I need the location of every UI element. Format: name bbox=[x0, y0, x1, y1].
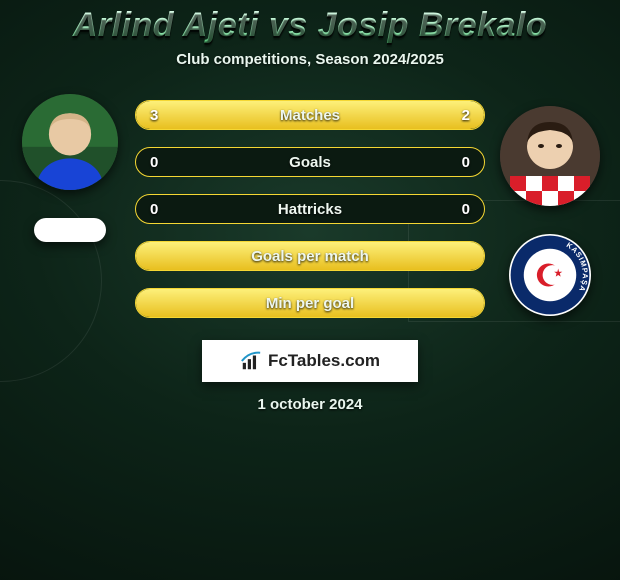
stat-value-right: 2 bbox=[454, 107, 470, 124]
right-player-column: KASIMPAŞA bbox=[495, 94, 605, 316]
player-avatar-svg bbox=[500, 106, 600, 206]
date-label: 1 october 2024 bbox=[0, 396, 620, 413]
stat-label: Goals bbox=[136, 154, 484, 171]
right-club-logo: KASIMPAŞA bbox=[509, 234, 591, 316]
stat-row: Min per goal bbox=[135, 288, 485, 318]
stat-label: Min per goal bbox=[136, 295, 484, 312]
kasimpasa-badge-svg: KASIMPAŞA bbox=[509, 234, 591, 316]
stat-bars: 3Matches20Goals00Hattricks0Goals per mat… bbox=[135, 94, 485, 318]
stat-row: 3Matches2 bbox=[135, 100, 485, 130]
stat-label: Hattricks bbox=[136, 201, 484, 218]
watermark-text: FcTables.com bbox=[268, 351, 380, 371]
left-club-placeholder bbox=[34, 218, 106, 242]
stat-value-right: 0 bbox=[454, 201, 470, 218]
stat-label: Goals per match bbox=[136, 248, 484, 265]
stat-value-right: 0 bbox=[454, 154, 470, 171]
bar-chart-icon bbox=[240, 350, 262, 372]
stat-row: 0Hattricks0 bbox=[135, 194, 485, 224]
right-player-avatar bbox=[500, 106, 600, 206]
stat-label: Matches bbox=[136, 107, 484, 124]
page-title: Arlind Ajeti vs Josip Brekalo bbox=[0, 6, 620, 45]
stat-row: 0Goals0 bbox=[135, 147, 485, 177]
subtitle: Club competitions, Season 2024/2025 bbox=[0, 51, 620, 68]
infographic: Arlind Ajeti vs Josip Brekalo Club compe… bbox=[0, 0, 620, 413]
stat-row: Goals per match bbox=[135, 241, 485, 271]
watermark: FcTables.com bbox=[202, 340, 418, 382]
left-player-avatar bbox=[22, 94, 118, 190]
comparison-arena: 3Matches20Goals00Hattricks0Goals per mat… bbox=[0, 94, 620, 318]
player-avatar-svg bbox=[22, 94, 118, 190]
left-player-column bbox=[15, 94, 125, 242]
